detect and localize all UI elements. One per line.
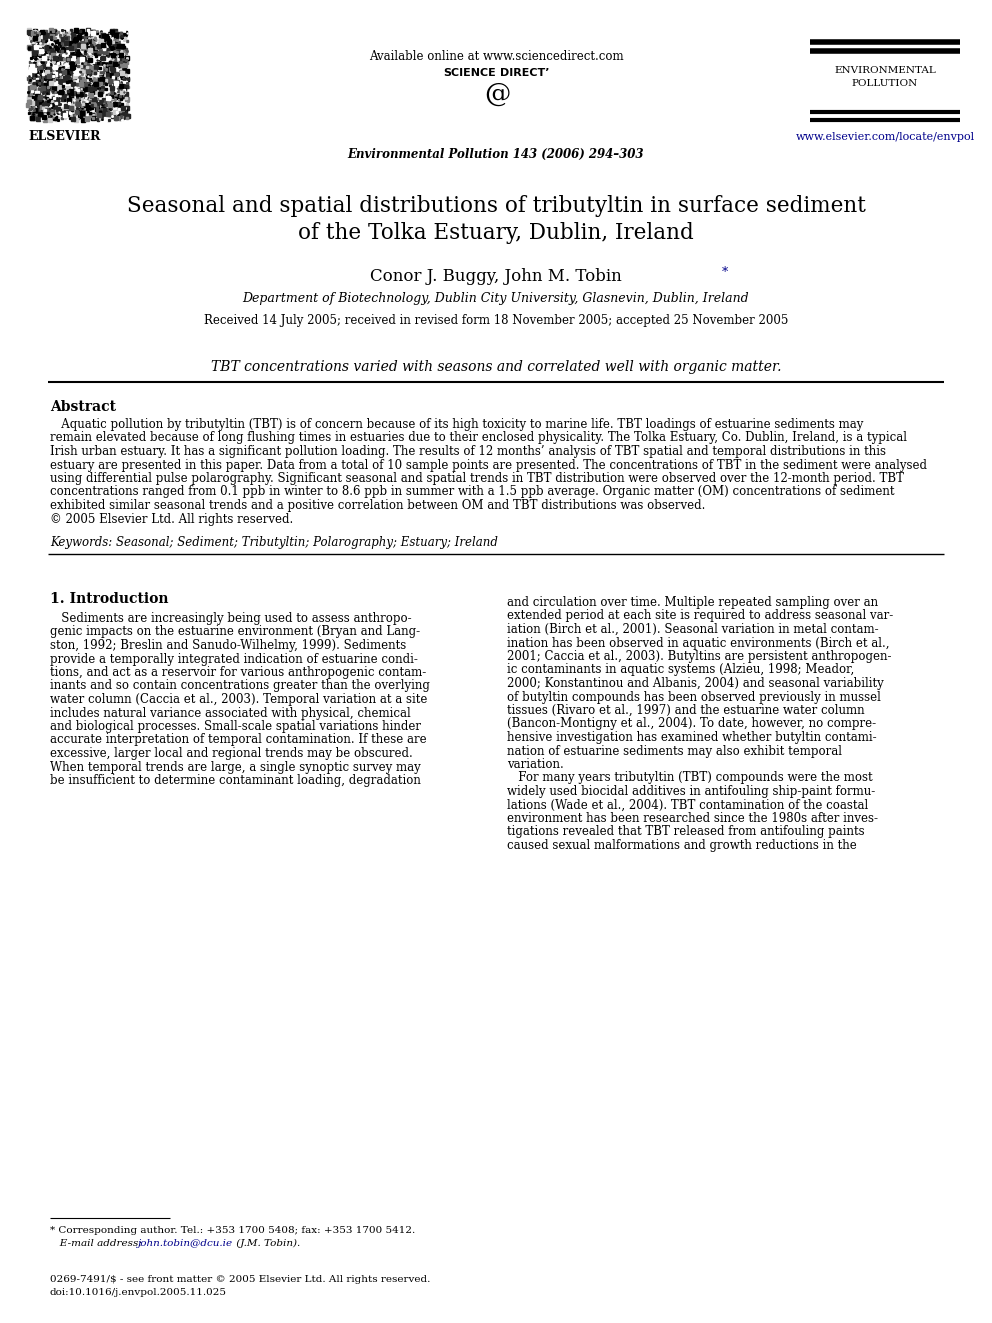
Text: hensive investigation has examined whether butyltin contami-: hensive investigation has examined wheth…: [507, 732, 877, 744]
Text: @: @: [484, 82, 510, 107]
Text: caused sexual malformations and growth reductions in the: caused sexual malformations and growth r…: [507, 839, 857, 852]
Text: widely used biocidal additives in antifouling ship-paint formu-: widely used biocidal additives in antifo…: [507, 785, 875, 798]
Text: includes natural variance associated with physical, chemical: includes natural variance associated wit…: [50, 706, 411, 720]
Text: Aquatic pollution by tributyltin (TBT) is of concern because of its high toxicit: Aquatic pollution by tributyltin (TBT) i…: [50, 418, 863, 431]
Text: *: *: [722, 266, 728, 279]
Text: environment has been researched since the 1980s after inves-: environment has been researched since th…: [507, 812, 878, 826]
Text: Irish urban estuary. It has a significant pollution loading. The results of 12 m: Irish urban estuary. It has a significan…: [50, 445, 886, 458]
Text: Keywords: Seasonal; Sediment; Tributyltin; Polarography; Estuary; Ireland: Keywords: Seasonal; Sediment; Tributylti…: [50, 536, 498, 549]
Text: Environmental Pollution 143 (2006) 294–303: Environmental Pollution 143 (2006) 294–3…: [348, 148, 644, 161]
Text: exhibited similar seasonal trends and a positive correlation between OM and TBT : exhibited similar seasonal trends and a …: [50, 499, 705, 512]
Text: www.elsevier.com/locate/envpol: www.elsevier.com/locate/envpol: [796, 132, 974, 142]
Text: concentrations ranged from 0.1 ppb in winter to 8.6 ppb in summer with a 1.5 ppb: concentrations ranged from 0.1 ppb in wi…: [50, 486, 895, 499]
Text: Abstract: Abstract: [50, 400, 116, 414]
Text: be insufficient to determine contaminant loading, degradation: be insufficient to determine contaminant…: [50, 774, 421, 787]
Text: For many years tributyltin (TBT) compounds were the most: For many years tributyltin (TBT) compoun…: [507, 771, 873, 785]
Text: When temporal trends are large, a single synoptic survey may: When temporal trends are large, a single…: [50, 761, 421, 774]
Text: Received 14 July 2005; received in revised form 18 November 2005; accepted 25 No: Received 14 July 2005; received in revis…: [203, 314, 789, 327]
Text: water column (Caccia et al., 2003). Temporal variation at a site: water column (Caccia et al., 2003). Temp…: [50, 693, 428, 706]
Text: ic contaminants in aquatic systems (Alzieu, 1998; Meador,: ic contaminants in aquatic systems (Alzi…: [507, 664, 854, 676]
Text: TBT concentrations varied with seasons and correlated well with organic matter.: TBT concentrations varied with seasons a…: [210, 360, 782, 374]
Text: (Bancon-Montigny et al., 2004). To date, however, no compre-: (Bancon-Montigny et al., 2004). To date,…: [507, 717, 876, 730]
Text: * Corresponding author. Tel.: +353 1700 5408; fax: +353 1700 5412.: * Corresponding author. Tel.: +353 1700 …: [50, 1226, 416, 1234]
Text: ENVIRONMENTAL: ENVIRONMENTAL: [834, 66, 935, 75]
Text: inants and so contain concentrations greater than the overlying: inants and so contain concentrations gre…: [50, 680, 430, 692]
Text: 1. Introduction: 1. Introduction: [50, 591, 169, 606]
Text: provide a temporally integrated indication of estuarine condi-: provide a temporally integrated indicati…: [50, 652, 418, 665]
Text: genic impacts on the estuarine environment (Bryan and Lang-: genic impacts on the estuarine environme…: [50, 626, 421, 639]
Text: © 2005 Elsevier Ltd. All rights reserved.: © 2005 Elsevier Ltd. All rights reserved…: [50, 512, 294, 525]
Text: Available online at www.sciencedirect.com: Available online at www.sciencedirect.co…: [369, 50, 623, 64]
Text: variation.: variation.: [507, 758, 563, 771]
Text: doi:10.1016/j.envpol.2005.11.025: doi:10.1016/j.envpol.2005.11.025: [50, 1289, 227, 1297]
Text: Seasonal and spatial distributions of tributyltin in surface sediment: Seasonal and spatial distributions of tr…: [127, 194, 865, 217]
Text: 0269-7491/$ - see front matter © 2005 Elsevier Ltd. All rights reserved.: 0269-7491/$ - see front matter © 2005 El…: [50, 1275, 431, 1285]
Text: POLLUTION: POLLUTION: [852, 79, 919, 89]
Text: and biological processes. Small-scale spatial variations hinder: and biological processes. Small-scale sp…: [50, 720, 421, 733]
Text: nation of estuarine sediments may also exhibit temporal: nation of estuarine sediments may also e…: [507, 745, 842, 758]
Text: of butyltin compounds has been observed previously in mussel: of butyltin compounds has been observed …: [507, 691, 881, 704]
Text: tions, and act as a reservoir for various anthropogenic contam-: tions, and act as a reservoir for variou…: [50, 665, 427, 679]
Bar: [28, 30, 128, 120]
Text: extended period at each site is required to address seasonal var-: extended period at each site is required…: [507, 610, 893, 623]
Text: lations (Wade et al., 2004). TBT contamination of the coastal: lations (Wade et al., 2004). TBT contami…: [507, 799, 868, 811]
Text: excessive, larger local and regional trends may be obscured.: excessive, larger local and regional tre…: [50, 747, 413, 759]
Text: Sediments are increasingly being used to assess anthropo-: Sediments are increasingly being used to…: [50, 613, 412, 624]
Text: using differential pulse polarography. Significant seasonal and spatial trends i: using differential pulse polarography. S…: [50, 472, 904, 486]
Text: (J.M. Tobin).: (J.M. Tobin).: [233, 1240, 301, 1248]
Text: estuary are presented in this paper. Data from a total of 10 sample points are p: estuary are presented in this paper. Dat…: [50, 459, 927, 471]
Text: Department of Biotechnology, Dublin City University, Glasnevin, Dublin, Ireland: Department of Biotechnology, Dublin City…: [243, 292, 749, 306]
Text: ination has been observed in aquatic environments (Birch et al.,: ination has been observed in aquatic env…: [507, 636, 890, 650]
Text: 2000; Konstantinou and Albanis, 2004) and seasonal variability: 2000; Konstantinou and Albanis, 2004) an…: [507, 677, 884, 691]
Text: SCIENCE: SCIENCE: [443, 67, 496, 78]
Text: ston, 1992; Breslin and Sanudo-Wilhelmy, 1999). Sediments: ston, 1992; Breslin and Sanudo-Wilhelmy,…: [50, 639, 407, 652]
Text: john.tobin@dcu.ie: john.tobin@dcu.ie: [138, 1240, 233, 1248]
Text: ELSEVIER: ELSEVIER: [28, 130, 100, 143]
Text: E-mail address:: E-mail address:: [50, 1240, 145, 1248]
Text: and circulation over time. Multiple repeated sampling over an: and circulation over time. Multiple repe…: [507, 595, 878, 609]
Text: tigations revealed that TBT released from antifouling paints: tigations revealed that TBT released fro…: [507, 826, 865, 839]
Text: Conor J. Buggy, John M. Tobin: Conor J. Buggy, John M. Tobin: [370, 269, 622, 284]
Text: of the Tolka Estuary, Dublin, Ireland: of the Tolka Estuary, Dublin, Ireland: [299, 222, 693, 243]
Text: DIRECT’: DIRECT’: [500, 67, 550, 78]
Text: accurate interpretation of temporal contamination. If these are: accurate interpretation of temporal cont…: [50, 733, 427, 746]
Text: iation (Birch et al., 2001). Seasonal variation in metal contam-: iation (Birch et al., 2001). Seasonal va…: [507, 623, 879, 636]
Text: 2001; Caccia et al., 2003). Butyltins are persistent anthropogen-: 2001; Caccia et al., 2003). Butyltins ar…: [507, 650, 892, 663]
Text: tissues (Rivaro et al., 1997) and the estuarine water column: tissues (Rivaro et al., 1997) and the es…: [507, 704, 865, 717]
Text: remain elevated because of long flushing times in estuaries due to their enclose: remain elevated because of long flushing…: [50, 431, 907, 445]
